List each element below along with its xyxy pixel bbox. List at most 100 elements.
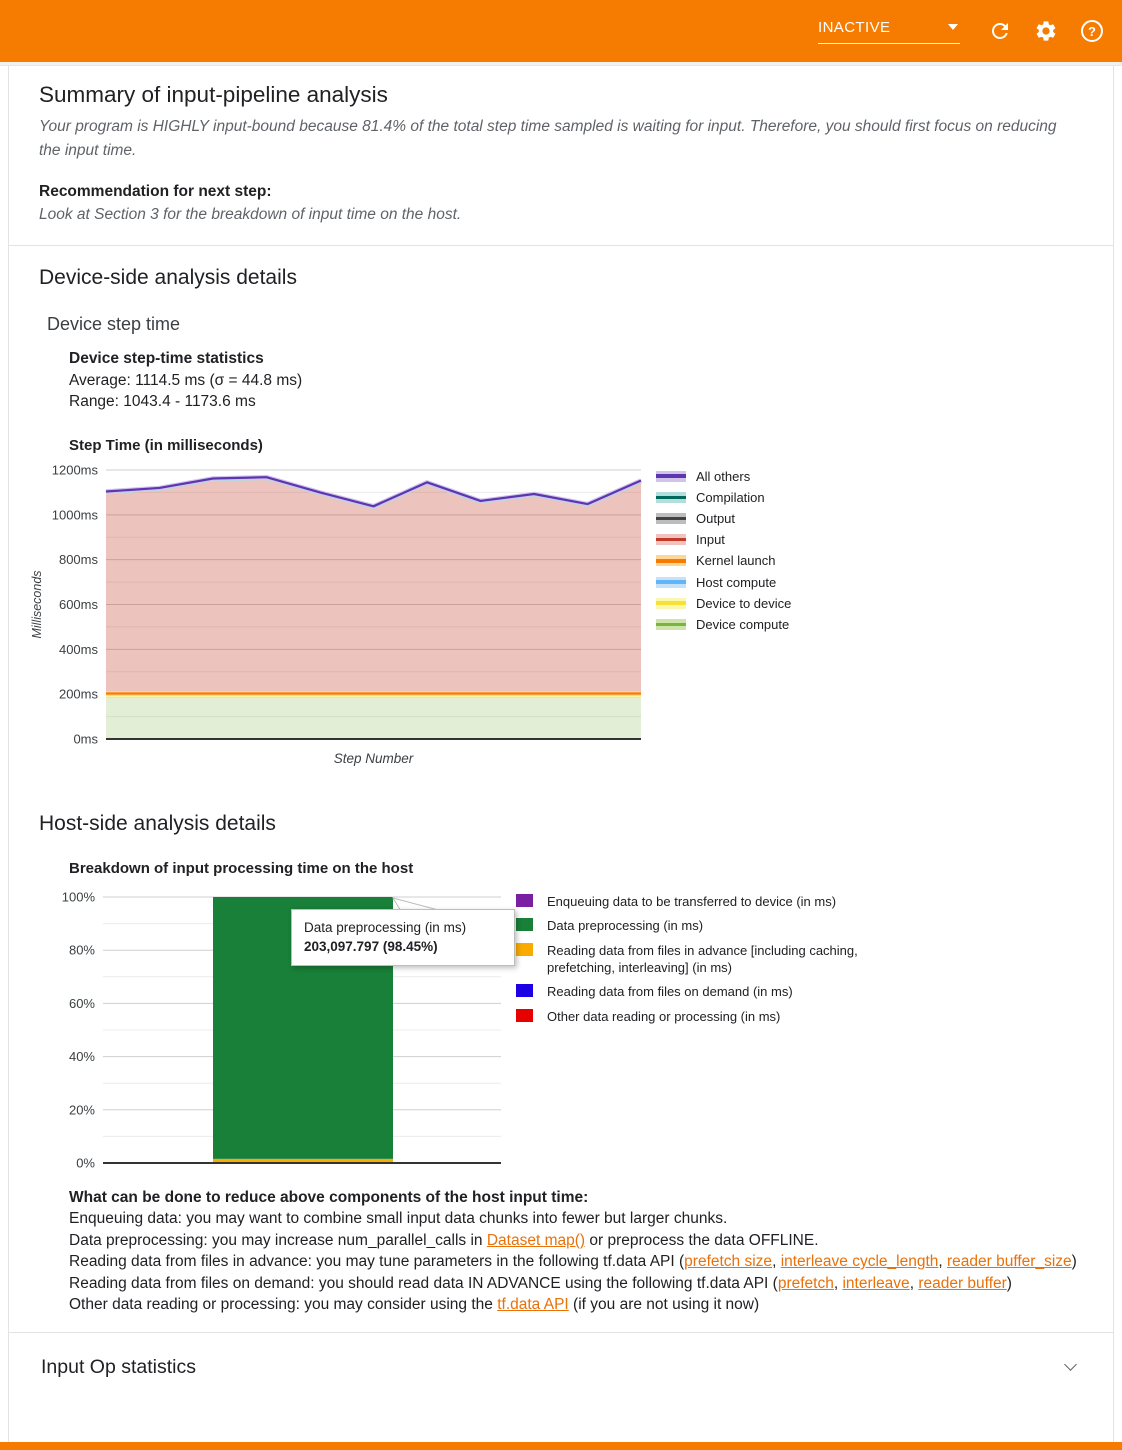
legend-label: Kernel launch [696, 553, 776, 569]
tip-line: Reading data from files in advance: you … [69, 1253, 1077, 1270]
device-chart-legend: All others Compilation Output Input Kernel l… [656, 466, 791, 636]
tip-link[interactable]: prefetch [777, 1274, 834, 1292]
legend-label: Reading data from files on demand (in ms… [547, 984, 793, 999]
legend-item: Kernel launch [656, 550, 791, 571]
svg-text:0ms: 0ms [73, 731, 98, 746]
bar-tooltip: Data preprocessing (in ms) 203,097.797 (… [291, 908, 515, 966]
tip-link[interactable]: reader buffer_size [947, 1253, 1072, 1270]
tip-line: Other data reading or processing: you ma… [69, 1296, 760, 1313]
legend-label: Device compute [696, 616, 790, 632]
content-card: Summary of input-pipeline analysis Your … [8, 66, 1114, 1442]
legend-label: Host compute [696, 574, 777, 590]
svg-text:40%: 40% [69, 1049, 95, 1064]
tip-line: Enqueuing data: you may want to combine … [69, 1210, 728, 1227]
tooltip-value: 203,097.797 (98.45%) [304, 938, 438, 954]
top-app-bar: INACTIVE ? [0, 0, 1122, 62]
legend-swatch [516, 984, 533, 997]
svg-text:80%: 80% [69, 942, 95, 957]
svg-text:?: ? [1088, 24, 1096, 39]
legend-label: Other data reading or processing (in ms) [547, 1008, 781, 1024]
chevron-down-icon [948, 24, 958, 30]
legend-swatch [516, 893, 533, 907]
recommendation-label: Recommendation for next step: [39, 183, 272, 200]
refresh-button[interactable] [986, 17, 1014, 45]
legend-swatch [656, 512, 686, 524]
input-op-statistics-header[interactable]: Input Op statistics [9, 1331, 1113, 1402]
tip-link[interactable]: interleave [842, 1274, 910, 1292]
legend-swatch [516, 1008, 533, 1022]
legend-item: Data preprocessing (in ms) [516, 917, 1096, 934]
header-shadow [0, 62, 1122, 66]
legend-label: Reading data from files in advance [incl… [547, 942, 858, 975]
svg-text:Step Number: Step Number [334, 751, 414, 766]
legend-item: Compilation [656, 487, 791, 508]
device-step-time-chart: 0ms 200ms 400ms 600ms 800ms 1000ms 1200ms Step … [31, 458, 1091, 788]
capture-status-dropdown[interactable]: INACTIVE [818, 19, 960, 44]
device-step-range: Range: 1043.4 - 1173.6 ms [69, 393, 256, 410]
legend-swatch [656, 618, 686, 630]
settings-button[interactable] [1032, 17, 1060, 45]
tip-link[interactable]: Dataset map() [486, 1231, 586, 1249]
legend-swatch [516, 918, 533, 931]
device-section-title: Device-side analysis details [39, 266, 297, 289]
tips-title: What can be done to reduce above compone… [69, 1188, 589, 1206]
device-chart-title: Step Time (in milliseconds) [69, 436, 263, 454]
svg-text:20%: 20% [69, 1102, 95, 1117]
svg-text:1200ms: 1200ms [52, 462, 99, 477]
legend-label: All others [696, 468, 751, 484]
refresh-icon [992, 23, 1008, 39]
svg-text:100%: 100% [62, 889, 96, 904]
tooltip-label: Data preprocessing (in ms) [304, 919, 467, 935]
legend-item: Input [656, 529, 791, 550]
legend-swatch [516, 942, 533, 956]
host-side-section: Host-side analysis details Breakdown of … [9, 788, 1113, 1316]
input-op-title: Input Op statistics [41, 1355, 196, 1378]
legend-label: Input [696, 532, 725, 548]
tip-link[interactable]: interleave cycle_length [780, 1253, 939, 1270]
legend-item: Other data reading or processing (in ms) [516, 1008, 1096, 1025]
legend-label: Compilation [696, 489, 765, 505]
legend-item: Device compute [656, 614, 791, 635]
legend-item: Host compute [656, 571, 791, 592]
help-button[interactable]: ? [1078, 17, 1106, 45]
svg-text:0%: 0% [76, 1155, 95, 1169]
legend-swatch [656, 576, 686, 588]
tip-line: Data preprocessing: you may increase num… [69, 1231, 819, 1249]
legend-item: Reading data from files in advance [incl… [516, 942, 1096, 976]
legend-label: Data preprocessing (in ms) [547, 918, 704, 933]
svg-text:600ms: 600ms [59, 597, 99, 612]
svg-text:Milliseconds: Milliseconds [31, 570, 44, 638]
gear-icon [1036, 21, 1056, 41]
host-chart-legend: Enqueuing data to be transferred to devi… [516, 893, 1096, 1033]
chevron-down-icon[interactable] [1064, 1358, 1077, 1371]
summary-section: Summary of input-pipeline analysis Your … [9, 66, 1113, 246]
legend-item: Device to device [656, 593, 791, 614]
svg-text:800ms: 800ms [59, 552, 99, 567]
svg-text:200ms: 200ms [59, 686, 99, 701]
tip-line: Reading data from files on demand: you s… [69, 1274, 1012, 1292]
legend-item: Reading data from files on demand (in ms… [516, 983, 1096, 1000]
tip-link[interactable]: prefetch size [684, 1253, 773, 1270]
device-chart-plot: 0ms 200ms 400ms 600ms 800ms 1000ms 1200ms Step … [31, 462, 642, 766]
legend-swatch [656, 534, 686, 546]
host-breakdown-chart: 0% 20% 40% 60% 80% 100% Enqueuing data to be … [61, 887, 1091, 1175]
device-side-section: Device-side analysis details Device step… [9, 246, 1113, 788]
device-step-time-title: Device step time [47, 314, 181, 334]
tip-link[interactable]: tf.data API [497, 1296, 569, 1313]
legend-swatch [656, 597, 686, 609]
svg-text:60%: 60% [69, 995, 95, 1010]
legend-swatch [656, 491, 686, 503]
svg-text:1000ms: 1000ms [52, 507, 99, 522]
recommendation-text: Look at Section 3 for the breakdown of i… [39, 206, 462, 223]
legend-item: All others [656, 466, 791, 487]
legend-label: Device to device [696, 595, 792, 611]
device-step-stats: Device step-time statistics Average: 111… [69, 348, 1091, 413]
tip-link[interactable]: reader buffer [918, 1274, 1007, 1292]
device-step-average: Average: 1114.5 ms (σ = 44.8 ms) [69, 371, 303, 389]
svg-text:400ms: 400ms [59, 641, 99, 656]
summary-body: Your program is HIGHLY input-bound becau… [39, 118, 1057, 159]
legend-swatch [656, 470, 686, 482]
legend-label: Enqueuing data to be transferred to devi… [547, 893, 837, 909]
host-chart-title: Breakdown of input processing time on th… [69, 859, 414, 877]
tips-lines: Enqueuing data: you may want to combine … [69, 1208, 1081, 1316]
